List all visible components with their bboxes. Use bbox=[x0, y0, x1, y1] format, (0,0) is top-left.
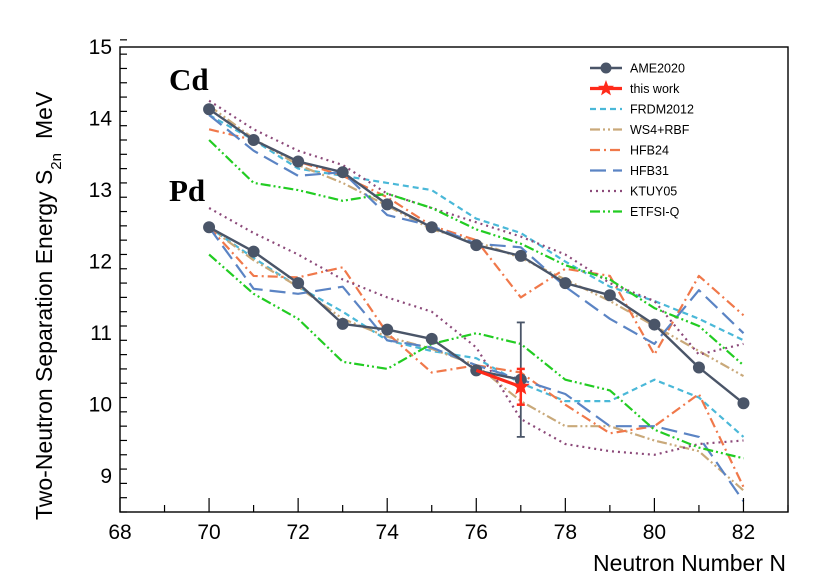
y-axis-label-main: Two-Neutron Separation Energy S bbox=[31, 170, 57, 520]
legend-label-frdm2012: FRDM2012 bbox=[630, 103, 694, 117]
data-point-ame2020-cd bbox=[247, 134, 260, 146]
data-point-ame2020-cd bbox=[648, 318, 661, 331]
data-point-ame2020-cd bbox=[336, 166, 349, 179]
data-point-ame2020-pd bbox=[425, 332, 438, 345]
legend-label-hfb31: HFB31 bbox=[630, 164, 669, 178]
data-point-ame2020-pd bbox=[203, 221, 216, 234]
data-point-ame2020-cd bbox=[292, 155, 305, 168]
data-point-ame2020-cd bbox=[737, 397, 750, 410]
series-line-hfb31-pd bbox=[208, 226, 745, 502]
series-line-ame2020-pd bbox=[208, 226, 522, 381]
axes: 68 70 72 74 76 78 80 82 9 10 11 12 13 14 15 bbox=[89, 36, 789, 544]
x-axis-label: Neutron Number N bbox=[593, 550, 786, 576]
y-axis-label-unit: MeV bbox=[31, 91, 57, 139]
series-line-etfsi-q-cd bbox=[208, 139, 745, 367]
x-tick-label: 72 bbox=[286, 521, 309, 544]
plot-area bbox=[203, 99, 750, 502]
data-point-ame2020-cd bbox=[692, 361, 705, 374]
legend-marker-ame2020 bbox=[600, 62, 612, 74]
y-tick-label: 9 bbox=[100, 465, 112, 488]
y-axis-label-subscript: 2n bbox=[48, 153, 65, 170]
y-tick-label: 10 bbox=[89, 394, 112, 417]
data-point-ame2020-cd bbox=[381, 198, 394, 211]
x-tick-label: 74 bbox=[376, 521, 400, 544]
x-tick-label: 82 bbox=[732, 521, 755, 544]
data-point-ame2020-cd bbox=[470, 239, 483, 252]
legend-marker-this-work bbox=[597, 80, 615, 96]
data-point-ame2020-cd bbox=[514, 249, 527, 262]
y-tick-label: 15 bbox=[89, 36, 112, 59]
y-axis-label: Two-Neutron Separation Energy S2n MeV bbox=[31, 91, 65, 520]
legend-label-hfb24: HFB24 bbox=[630, 144, 669, 158]
data-point-ame2020-cd bbox=[603, 289, 616, 302]
data-point-ame2020-pd bbox=[381, 323, 394, 336]
group-labels: Cd Pd bbox=[169, 62, 209, 208]
y-tick-label: 11 bbox=[90, 322, 112, 345]
legend-label-ktuy05: KTUY05 bbox=[630, 185, 677, 199]
x-tick-label: 80 bbox=[643, 521, 666, 544]
legend-label-ame2020: AME2020 bbox=[630, 62, 685, 76]
data-point-ame2020-pd bbox=[292, 277, 305, 290]
group-label-pd: Pd bbox=[169, 173, 205, 208]
x-tick-label: 68 bbox=[108, 521, 131, 544]
x-tick-label: 78 bbox=[554, 521, 577, 544]
series-line-ktuy05-cd bbox=[208, 99, 744, 356]
data-point-this-work bbox=[511, 377, 530, 395]
y-tick-label: 12 bbox=[89, 251, 112, 274]
series-line-ktuy05-pd bbox=[208, 207, 744, 456]
data-point-ame2020-cd bbox=[203, 103, 216, 116]
series-line-etfsi-q-pd bbox=[208, 253, 744, 460]
legend-label-this-work: this work bbox=[630, 82, 680, 96]
legend-label-etfsi-q: ETFSI-Q bbox=[630, 205, 680, 219]
y-tick-label: 14 bbox=[89, 108, 113, 131]
series-line-frdm2012-cd bbox=[208, 114, 744, 342]
group-label-cd: Cd bbox=[169, 62, 209, 97]
data-point-ame2020-pd bbox=[336, 317, 349, 330]
y-tick-label: 13 bbox=[89, 179, 112, 202]
legend-label-ws4-rbf: WS4+RBF bbox=[630, 123, 690, 137]
legend: AME2020 this work FRDM2012 WS4+RBF HFB24 HFB3… bbox=[590, 62, 694, 219]
series-line-frdm2012-pd bbox=[208, 226, 745, 438]
data-point-ame2020-cd bbox=[559, 277, 572, 290]
plot-frame bbox=[119, 46, 789, 513]
x-tick-label: 70 bbox=[197, 521, 220, 544]
x-tick-label: 76 bbox=[465, 521, 488, 544]
data-point-ame2020-pd bbox=[247, 245, 260, 258]
data-point-ame2020-cd bbox=[425, 221, 438, 234]
